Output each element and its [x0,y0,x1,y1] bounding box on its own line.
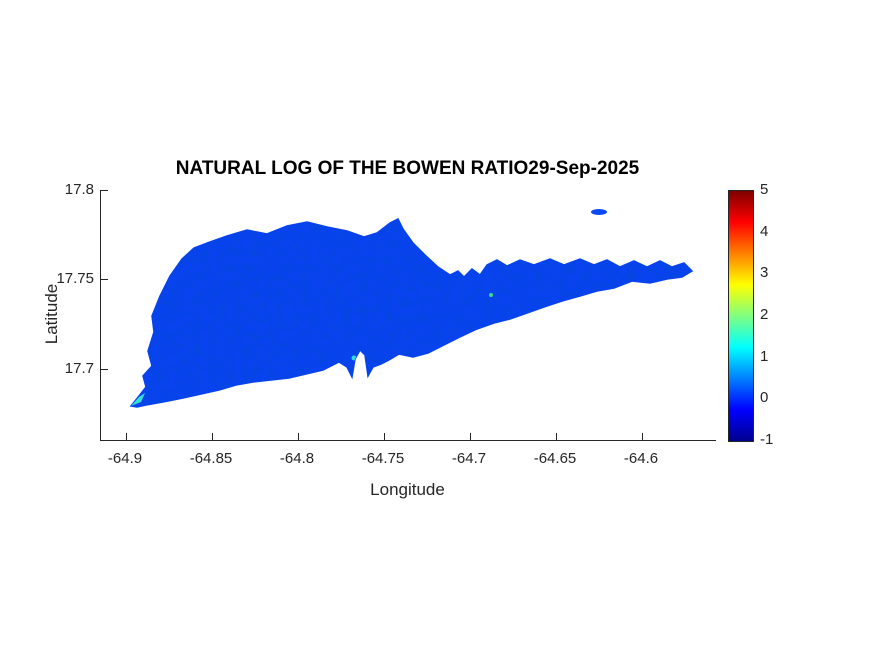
x-tick-mark [384,433,385,440]
x-axis-label: Longitude [370,480,445,499]
x-tick-mark [298,433,299,440]
colorbar-tick-label: 3 [760,264,769,281]
plot-title: NATURAL LOG OF THE BOWEN RATIO29-Sep-202… [175,158,640,179]
cyan-spot [489,293,493,297]
yellow-green-spot [538,318,544,324]
island-map [129,209,694,408]
northeast-islet [591,209,607,215]
colorbar-tick-label: -1 [760,431,774,448]
x-tick-label: -64.65 [533,450,577,467]
y-tick-label: 17.75 [56,270,94,287]
x-tick-label: -64.8 [279,450,315,467]
x-tick-mark [212,433,213,440]
x-tick-label: -64.9 [107,450,143,467]
colorbar-tick-label: 2 [760,306,769,323]
x-tick-label: -64.85 [189,450,233,467]
y-tick-mark [101,190,108,191]
colorbar-tick-label: 4 [760,223,769,240]
x-tick-mark [642,433,643,440]
colorbar-gradient [728,190,754,442]
y-tick-label: 17.8 [64,181,94,198]
x-tick-label: -64.75 [361,450,405,467]
x-tick-mark [126,433,127,440]
island-texture [131,219,692,407]
colorbar-tick-label: 0 [760,389,769,406]
green-spot [536,316,546,326]
y-tick-mark [101,279,108,280]
x-tick-label: -64.7 [451,450,487,467]
x-tick-label: -64.6 [623,450,659,467]
y-tick-label: 17.7 [64,360,94,377]
southwest-cyan-tip [131,393,145,406]
x-tick-mark [470,433,471,440]
colorbar-tick-label: 5 [760,181,769,198]
y-axis-label: Latitude [42,283,61,345]
x-tick-mark [556,433,557,440]
plot-area [100,190,716,441]
colorbar-tick-label: 1 [760,348,769,365]
y-tick-mark [101,369,108,370]
